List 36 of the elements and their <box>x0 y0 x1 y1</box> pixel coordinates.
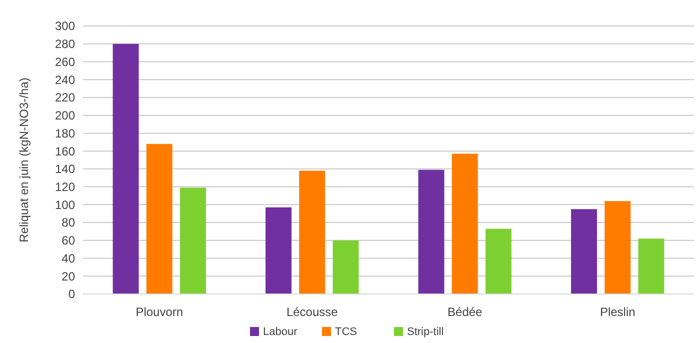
bar <box>485 228 512 294</box>
y-axis-title: Reliquat en juin (kgN-NO3-/ha) <box>17 78 31 242</box>
bar <box>604 201 631 294</box>
y-tick-label: 260 <box>54 54 76 69</box>
bar <box>452 154 478 294</box>
bar <box>180 188 206 294</box>
bar <box>112 44 139 294</box>
bar <box>299 170 326 294</box>
y-tick-label: 220 <box>54 90 76 105</box>
y-tick-label: 300 <box>54 19 76 34</box>
x-tick-label: Lécousse <box>286 305 338 319</box>
bar <box>418 170 444 294</box>
y-tick-label: 80 <box>62 216 76 230</box>
y-tick-label: 160 <box>54 144 76 158</box>
y-tick-label: 20 <box>62 269 76 284</box>
bar <box>332 240 359 294</box>
y-tick-label: 60 <box>62 234 76 248</box>
legend-label: Labour <box>263 326 298 338</box>
bar <box>638 238 664 294</box>
y-tick-label: 0 <box>68 287 76 302</box>
y-tick-label: 280 <box>54 37 76 52</box>
y-tick-label: 180 <box>54 126 76 140</box>
x-tick-label: Bédée <box>448 305 483 319</box>
y-tick-label: 40 <box>62 251 76 266</box>
x-tick-label: Pleslin <box>600 305 636 319</box>
legend-label: TCS <box>335 326 357 338</box>
y-tick-label: 200 <box>54 108 76 123</box>
bar <box>266 207 292 294</box>
legend-label: Strip-till <box>407 326 444 338</box>
bar <box>571 209 598 294</box>
y-tick-label: 120 <box>54 180 76 194</box>
y-tick-label: 140 <box>54 162 76 176</box>
x-tick-label: Plouvorn <box>136 305 184 319</box>
bar <box>146 144 172 294</box>
y-tick-label: 100 <box>54 198 76 212</box>
y-tick-label: 240 <box>54 72 76 87</box>
